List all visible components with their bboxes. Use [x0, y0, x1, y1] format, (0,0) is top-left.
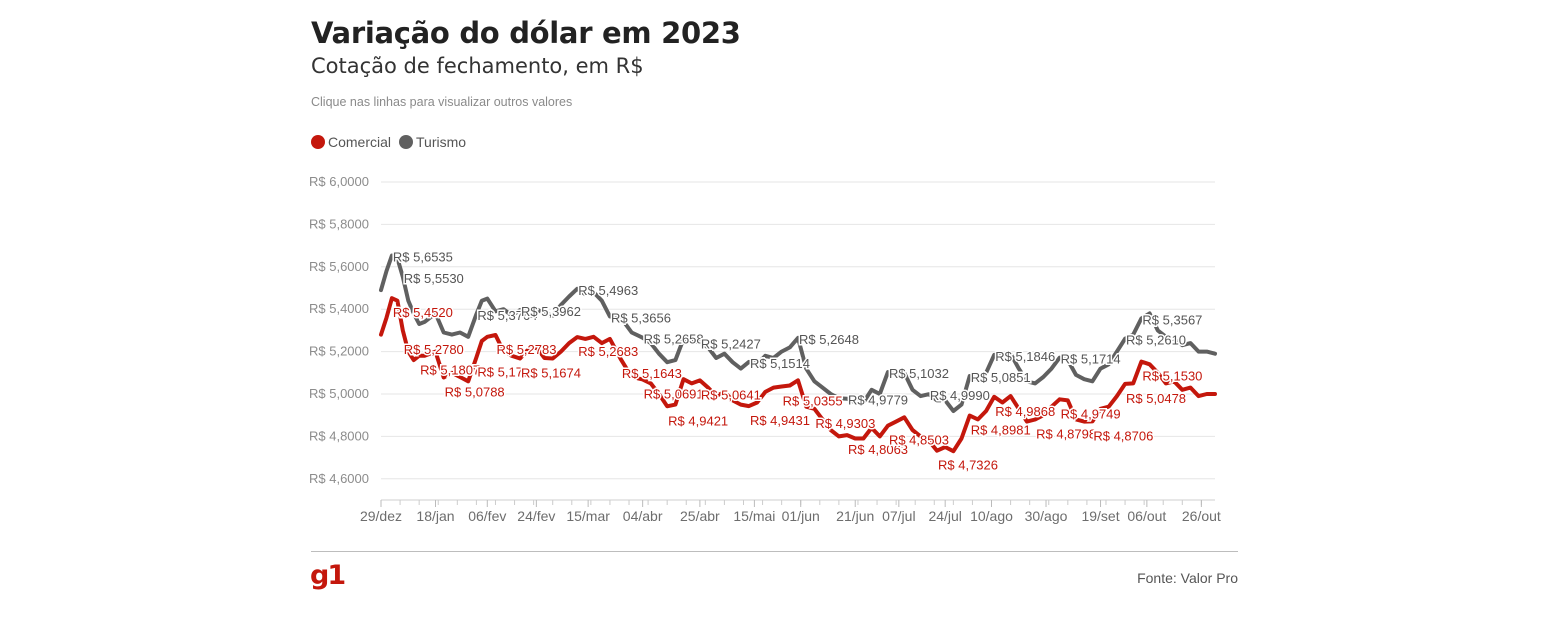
legend-label-turismo: Turismo	[416, 134, 467, 150]
data-label-turismo-17: R$ 5,3567	[1142, 312, 1202, 327]
x-tick-label-2: 06/fev	[468, 508, 506, 524]
data-label-comercial-19: R$ 5,2780	[404, 342, 464, 357]
data-label-comercial-40: R$ 4,8706	[1093, 428, 1153, 443]
data-label-turismo-12: R$ 4,9990	[930, 388, 990, 403]
y-tick-label-4: R$ 5,4000	[309, 301, 369, 316]
data-label-turismo-0: R$ 5,6535	[393, 249, 453, 264]
data-label-comercial-27: R$ 5,0691	[644, 386, 704, 401]
data-label-comercial-39: R$ 4,9749	[1061, 406, 1121, 421]
data-label-turismo-10: R$ 4,9779	[848, 393, 908, 408]
legend-swatch-comercial	[311, 135, 325, 149]
data-label-comercial-26: R$ 5,1643	[622, 366, 682, 381]
data-label-comercial-23: R$ 5,2783	[496, 342, 556, 357]
data-label-comercial-34: R$ 4,8503	[889, 433, 949, 448]
line-chart: R$ 4,6000 R$ 4,8000 R$ 5,0000 R$ 5,2000 R$ 5…	[309, 174, 1221, 524]
data-label-comercial-37: R$ 4,9868	[995, 404, 1055, 419]
x-tick-label-5: 04/abr	[623, 508, 663, 524]
y-tick-label-5: R$ 5,6000	[309, 259, 369, 274]
data-label-turismo-11: R$ 5,1032	[889, 366, 949, 381]
x-tick-label-7: 15/mai	[733, 508, 775, 524]
series-line-comercial[interactable]	[379, 296, 1217, 454]
data-label-comercial-22: R$ 5,1726	[477, 364, 537, 379]
legend-item-comercial[interactable]: Comercial	[311, 134, 391, 150]
x-tick-label-3: 24/fev	[517, 508, 555, 524]
data-label-comercial-36: R$ 4,8981	[971, 423, 1031, 438]
y-tick-label-3: R$ 5,2000	[309, 344, 369, 359]
data-label-turismo-3: R$ 5,3962	[521, 304, 581, 319]
data-label-turismo-15: R$ 5,1714	[1061, 352, 1121, 367]
data-label-turismo-8: R$ 5,1514	[750, 356, 810, 371]
series-line-turismo[interactable]	[379, 253, 1217, 413]
data-label-comercial-32: R$ 4,9303	[815, 416, 875, 431]
data-label-turismo-1: R$ 5,5530	[404, 271, 464, 286]
y-tick-label-2: R$ 5,0000	[309, 386, 369, 401]
x-tick-label-11: 24/jul	[928, 508, 961, 524]
y-tick-label-1: R$ 4,8000	[309, 428, 369, 443]
chart-subtitle: Cotação de fechamento, em R$	[311, 54, 644, 78]
x-tick-label-15: 06/out	[1127, 508, 1166, 524]
data-label-comercial-33: R$ 4,8063	[848, 442, 908, 457]
g1-logo[interactable]: g1	[310, 560, 346, 591]
data-label-turismo-16: R$ 5,2610	[1126, 333, 1186, 348]
instruction-text: Clique nas linhas para visualizar outros…	[311, 95, 573, 109]
data-label-comercial-21: R$ 5,0788	[445, 384, 505, 399]
data-label-comercial-24: R$ 5,1674	[521, 366, 581, 381]
data-label-turismo-9: R$ 5,2648	[799, 332, 859, 347]
legend-item-turismo[interactable]: Turismo	[399, 134, 466, 150]
x-tick-label-0: 29/dez	[360, 508, 402, 524]
y-tick-label-0: R$ 4,6000	[309, 471, 369, 486]
x-tick-label-4: 15/mar	[566, 508, 610, 524]
data-label-comercial-20: R$ 5,1807	[420, 363, 480, 378]
x-tick-label-14: 19/set	[1081, 508, 1119, 524]
data-label-comercial-29: R$ 5,0641	[701, 387, 761, 402]
x-tick-label-10: 07/jul	[882, 508, 915, 524]
legend-label-comercial: Comercial	[328, 134, 392, 150]
data-label-comercial-31: R$ 5,0355	[783, 393, 843, 408]
x-tick-label-12: 10/ago	[970, 508, 1013, 524]
legend: Comercial Turismo	[311, 134, 474, 150]
data-label-comercial-38: R$ 4,8798	[1036, 426, 1096, 441]
chart-title: Variação do dólar em 2023	[311, 16, 741, 50]
data-label-turismo-14: R$ 5,1846	[995, 349, 1055, 364]
x-tick-label-6: 25/abr	[680, 508, 720, 524]
footer-divider	[311, 551, 1238, 552]
data-label-comercial-35: R$ 4,7326	[938, 458, 998, 473]
y-tick-label-6: R$ 5,8000	[309, 216, 369, 231]
data-label-turismo-7: R$ 5,2427	[701, 337, 761, 352]
y-tick-label-7: R$ 6,0000	[309, 174, 369, 189]
data-label-comercial-42: R$ 5,1530	[1142, 369, 1202, 384]
data-label-comercial-30: R$ 4,9431	[750, 413, 810, 428]
data-label-comercial-41: R$ 5,0478	[1126, 391, 1186, 406]
data-label-turismo-2: R$ 5,3764	[477, 308, 537, 323]
x-tick-label-13: 30/ago	[1025, 508, 1068, 524]
x-tick-label-1: 18/jan	[416, 508, 454, 524]
x-tick-label-9: 21/jun	[836, 508, 874, 524]
data-label-comercial-25: R$ 5,2683	[578, 344, 638, 359]
data-label-turismo-13: R$ 5,0851	[971, 370, 1031, 385]
x-tick-label-16: 26/out	[1182, 508, 1221, 524]
data-label-comercial-18: R$ 5,4520	[393, 305, 453, 320]
data-label-comercial-28: R$ 4,9421	[668, 413, 728, 428]
data-label-turismo-5: R$ 5,3656	[611, 310, 671, 325]
data-label-turismo-4: R$ 5,4963	[578, 283, 638, 298]
legend-swatch-turismo	[399, 135, 414, 149]
x-tick-label-8: 01/jun	[782, 508, 820, 524]
data-label-turismo-6: R$ 5,2658	[644, 332, 704, 347]
source-text: Fonte: Valor Pro	[1137, 570, 1238, 586]
